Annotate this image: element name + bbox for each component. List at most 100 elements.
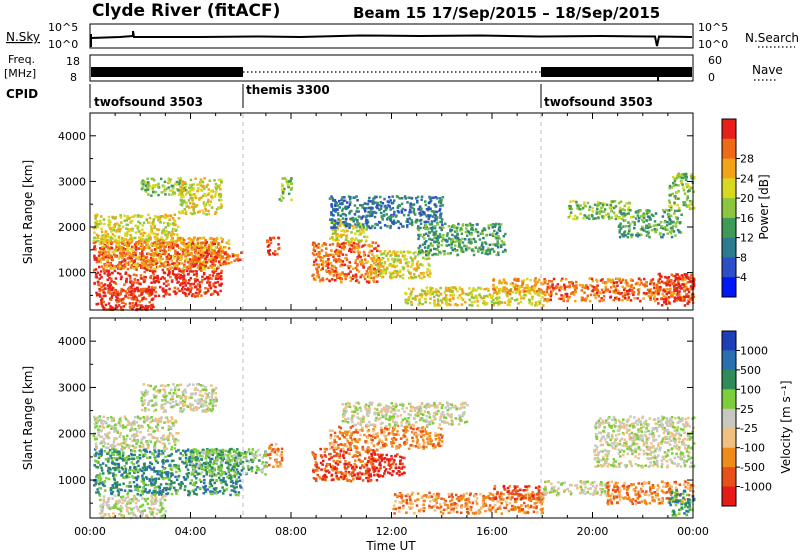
power-cell [190, 294, 194, 298]
power-cell [332, 274, 335, 277]
velocity-cell [154, 489, 157, 493]
power-cell [173, 223, 177, 226]
power-cell [653, 220, 657, 223]
power-cell [493, 291, 496, 294]
power-cell [394, 259, 397, 262]
power-cell [530, 303, 533, 306]
power-cell [314, 259, 318, 262]
power-cell [670, 229, 674, 232]
power-cell [156, 237, 159, 240]
power-cell [690, 278, 693, 281]
velocity-cell [187, 489, 190, 493]
power-cell [417, 303, 420, 306]
power-cell [214, 281, 217, 284]
power-cell [105, 264, 108, 267]
power-cell [494, 301, 498, 304]
power-cell [623, 291, 627, 295]
power-cell [117, 227, 120, 230]
power-cell [114, 255, 117, 258]
power-cell [460, 232, 464, 235]
power-cell [118, 298, 122, 301]
power-cell [334, 228, 337, 231]
power-cell [649, 298, 652, 301]
power-cell [110, 254, 113, 257]
power-cell [195, 274, 199, 278]
power-cell [629, 209, 632, 212]
power-cell [425, 271, 429, 274]
power-cell [182, 189, 185, 193]
power-cell [391, 215, 395, 218]
power-cell [202, 254, 205, 257]
power-cell [171, 191, 175, 194]
power-cell [120, 287, 123, 291]
power-cell [346, 264, 350, 268]
power-cell [672, 220, 675, 224]
power-cell [620, 291, 623, 295]
power-cell [352, 274, 355, 277]
power-cell [681, 176, 684, 180]
power-cell [596, 200, 600, 204]
power-cell [94, 217, 97, 220]
power-cell [280, 195, 283, 198]
power-cell [397, 254, 400, 258]
power-cell [213, 263, 217, 267]
power-cell [210, 195, 213, 199]
power-cell [104, 252, 107, 256]
power-cell [336, 233, 339, 236]
power-cell [140, 239, 143, 243]
power-cell [227, 258, 230, 261]
power-cell [429, 297, 432, 300]
power-cell [391, 251, 394, 254]
power-cell [116, 305, 119, 309]
power-cell [368, 243, 371, 247]
power-cell [159, 277, 163, 281]
power-cell [436, 235, 440, 238]
power-cell [389, 224, 392, 228]
power-cell [227, 262, 230, 265]
power-cell [652, 224, 656, 227]
power-cell [590, 213, 594, 217]
power-cell [159, 215, 163, 218]
power-cell [372, 276, 376, 279]
power-cell [151, 303, 155, 306]
power-cell [563, 283, 566, 287]
power-cell [147, 193, 150, 196]
power-cell [359, 275, 362, 279]
power-cell [366, 260, 370, 263]
power-cell [436, 303, 440, 306]
power-cell [497, 251, 500, 254]
power-cell [468, 287, 471, 290]
power-cell [537, 300, 541, 303]
power-cell [404, 292, 407, 295]
power-cell [481, 247, 485, 250]
power-cell [348, 261, 351, 264]
power-cell [167, 272, 171, 276]
power-cell [184, 292, 187, 296]
power-cell [414, 298, 417, 301]
power-cell [173, 253, 177, 257]
power-cell [682, 188, 686, 192]
power-cell [353, 196, 357, 199]
power-cell [610, 286, 613, 289]
power-cell [382, 256, 385, 260]
power-cell [476, 223, 479, 226]
power-cell [478, 293, 481, 296]
power-cell [540, 292, 544, 295]
power-cell [286, 183, 290, 187]
power-cell [113, 223, 117, 226]
power-cell [217, 253, 220, 257]
power-cell [568, 214, 572, 217]
power-cell [280, 199, 283, 202]
power-cell [385, 254, 388, 257]
power-cell [368, 251, 371, 254]
colorbar-swatch [722, 277, 736, 298]
power-cell [98, 251, 102, 254]
power-cell [341, 207, 345, 211]
power-cell [321, 259, 325, 263]
power-cell [654, 230, 657, 234]
power-cell [484, 252, 487, 255]
power-cell [207, 198, 210, 202]
power-cell [182, 291, 185, 294]
power-cell [93, 257, 97, 260]
power-cell [183, 260, 187, 263]
